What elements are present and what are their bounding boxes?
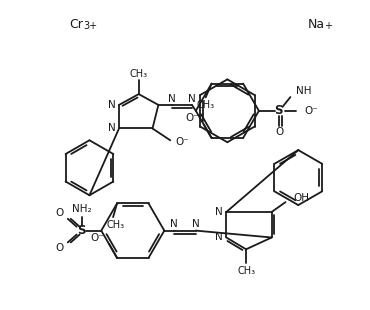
Text: O⁻: O⁻	[304, 106, 318, 116]
Text: N: N	[192, 219, 200, 229]
Text: 3+: 3+	[84, 21, 98, 31]
Text: +: +	[324, 21, 332, 31]
Text: N: N	[108, 123, 116, 134]
Text: S: S	[77, 224, 86, 237]
Text: N: N	[215, 207, 222, 217]
Text: S: S	[274, 104, 283, 117]
Text: O⁻: O⁻	[185, 113, 199, 123]
Text: O⁻: O⁻	[90, 233, 104, 243]
Text: O⁻: O⁻	[175, 137, 189, 147]
Text: Na: Na	[308, 18, 325, 31]
Text: N: N	[215, 232, 222, 242]
Text: O: O	[275, 127, 284, 137]
Text: O: O	[56, 208, 64, 218]
Text: N: N	[188, 94, 196, 104]
Text: OH: OH	[293, 193, 309, 203]
Text: Cr: Cr	[69, 18, 83, 31]
Text: NH: NH	[296, 86, 312, 96]
Text: NH₂: NH₂	[72, 204, 91, 214]
Text: CH₃: CH₃	[196, 100, 215, 110]
Text: CH₃: CH₃	[237, 266, 255, 276]
Text: N: N	[108, 100, 116, 110]
Text: O: O	[56, 243, 64, 253]
Text: CH₃: CH₃	[130, 69, 148, 79]
Text: CH₃: CH₃	[106, 220, 124, 230]
Text: N: N	[168, 94, 176, 104]
Text: N: N	[170, 219, 178, 229]
